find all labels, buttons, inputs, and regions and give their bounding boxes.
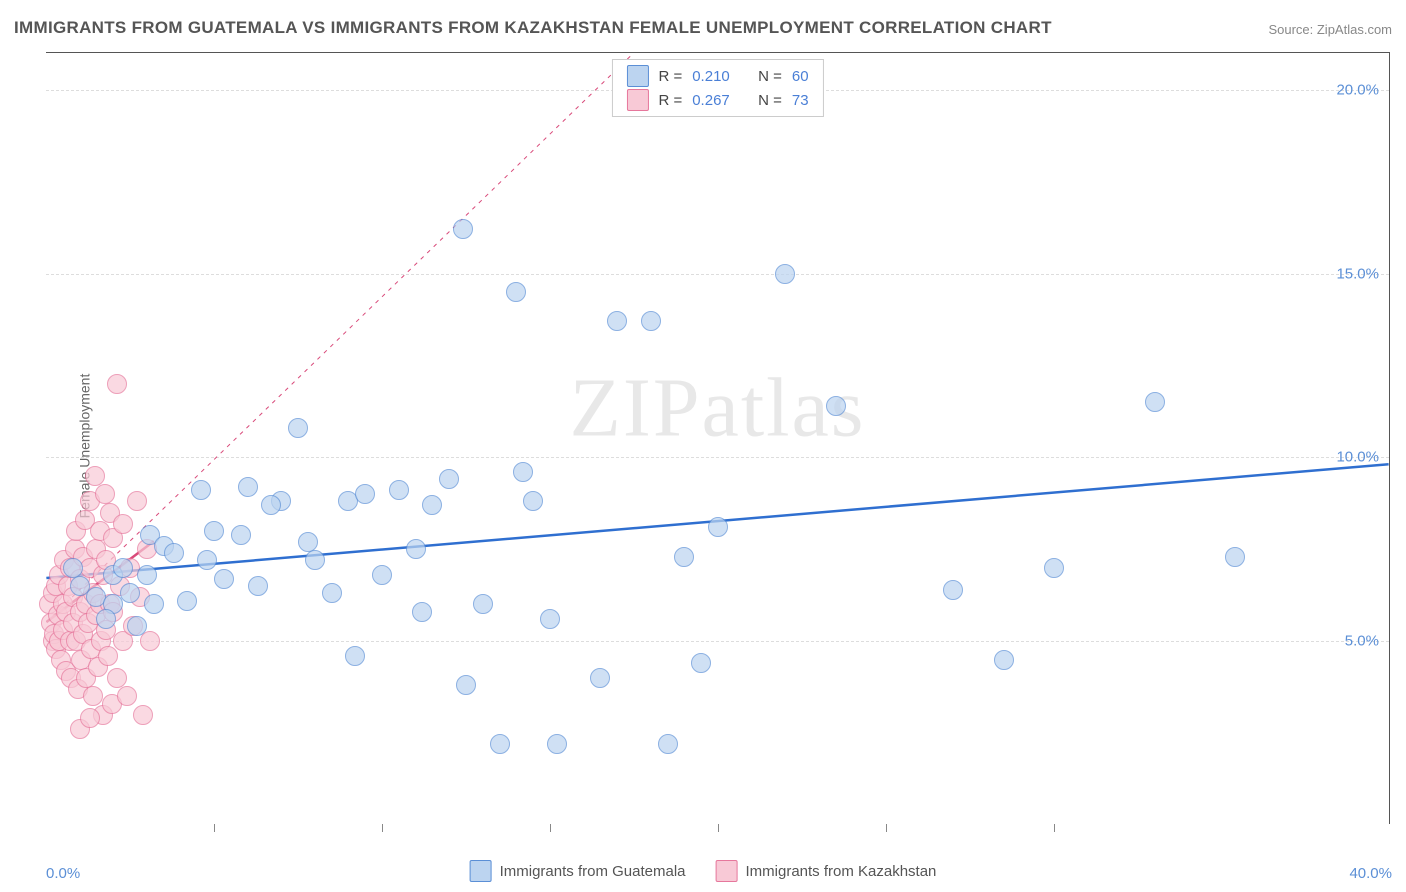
scatter-point-guatemala [113, 558, 133, 578]
scatter-point-guatemala [389, 480, 409, 500]
legend-correlation-row: R =0.210 N =60 [626, 64, 808, 88]
scatter-point-guatemala [439, 469, 459, 489]
scatter-point-kazakhstan [80, 708, 100, 728]
legend-swatch [626, 89, 648, 111]
scatter-point-guatemala [204, 521, 224, 541]
scatter-point-guatemala [456, 675, 476, 695]
scatter-point-guatemala [164, 543, 184, 563]
gridline-horizontal [46, 457, 1389, 458]
x-tick [718, 824, 719, 832]
plot-area: ZIPatlas 5.0%10.0%15.0%20.0% R =0.210 N … [46, 52, 1390, 824]
y-tick-label: 5.0% [1345, 633, 1379, 650]
scatter-point-guatemala [238, 477, 258, 497]
scatter-point-guatemala [412, 602, 432, 622]
legend-swatch [470, 860, 492, 882]
scatter-point-guatemala [144, 594, 164, 614]
legend-correlation-row: R =0.267 N =73 [626, 88, 808, 112]
scatter-point-guatemala [372, 565, 392, 585]
scatter-point-kazakhstan [95, 484, 115, 504]
legend-series-item: Immigrants from Kazakhstan [715, 860, 936, 882]
y-tick-label: 10.0% [1336, 449, 1379, 466]
x-tick [1054, 824, 1055, 832]
scatter-point-guatemala [177, 591, 197, 611]
scatter-point-guatemala [1145, 392, 1165, 412]
scatter-point-guatemala [473, 594, 493, 614]
legend-swatch [715, 860, 737, 882]
scatter-point-guatemala [214, 569, 234, 589]
scatter-point-kazakhstan [127, 491, 147, 511]
scatter-point-guatemala [127, 616, 147, 636]
x-origin-label: 0.0% [46, 865, 80, 882]
trend-lines [46, 53, 1389, 824]
scatter-point-guatemala [523, 491, 543, 511]
scatter-point-guatemala [406, 539, 426, 559]
scatter-point-guatemala [298, 532, 318, 552]
scatter-point-guatemala [422, 495, 442, 515]
scatter-point-guatemala [231, 525, 251, 545]
legend-series-label: Immigrants from Guatemala [500, 863, 686, 880]
scatter-point-guatemala [658, 734, 678, 754]
scatter-point-guatemala [248, 576, 268, 596]
x-tick [214, 824, 215, 832]
legend-series: Immigrants from Guatemala Immigrants from… [470, 860, 937, 882]
scatter-point-kazakhstan [113, 514, 133, 534]
scatter-point-guatemala [120, 583, 140, 603]
plot-inner: 5.0% 10.0% 15.0% 20.0% [46, 53, 1389, 824]
x-max-label: 40.0% [1349, 865, 1392, 882]
scatter-point-guatemala [137, 565, 157, 585]
legend-series-label: Immigrants from Kazakhstan [745, 863, 936, 880]
scatter-point-guatemala [674, 547, 694, 567]
y-tick-label: 15.0% [1336, 265, 1379, 282]
scatter-point-guatemala [708, 517, 728, 537]
scatter-point-guatemala [96, 609, 116, 629]
scatter-point-guatemala [1225, 547, 1245, 567]
legend-series-item: Immigrants from Guatemala [470, 860, 686, 882]
scatter-point-guatemala [63, 558, 83, 578]
scatter-point-guatemala [547, 734, 567, 754]
scatter-point-kazakhstan [107, 374, 127, 394]
scatter-point-kazakhstan [117, 686, 137, 706]
scatter-point-kazakhstan [98, 646, 118, 666]
scatter-point-guatemala [513, 462, 533, 482]
legend-swatch [626, 65, 648, 87]
chart-title: IMMIGRANTS FROM GUATEMALA VS IMMIGRANTS … [14, 18, 1052, 38]
scatter-point-guatemala [490, 734, 510, 754]
scatter-point-guatemala [506, 282, 526, 302]
scatter-point-guatemala [1044, 558, 1064, 578]
scatter-point-guatemala [191, 480, 211, 500]
scatter-point-kazakhstan [133, 705, 153, 725]
scatter-point-guatemala [305, 550, 325, 570]
scatter-point-guatemala [641, 311, 661, 331]
source-label: Source: ZipAtlas.com [1268, 22, 1392, 37]
scatter-point-guatemala [197, 550, 217, 570]
scatter-point-guatemala [994, 650, 1014, 670]
scatter-point-guatemala [540, 609, 560, 629]
scatter-point-kazakhstan [107, 668, 127, 688]
legend-correlation: R =0.210 N =60R =0.267 N =73 [611, 59, 823, 117]
scatter-point-guatemala [691, 653, 711, 673]
scatter-point-kazakhstan [85, 466, 105, 486]
scatter-point-guatemala [590, 668, 610, 688]
scatter-point-guatemala [607, 311, 627, 331]
x-tick [886, 824, 887, 832]
scatter-point-guatemala [288, 418, 308, 438]
scatter-point-guatemala [943, 580, 963, 600]
scatter-point-guatemala [322, 583, 342, 603]
x-tick [382, 824, 383, 832]
scatter-point-guatemala [826, 396, 846, 416]
scatter-point-guatemala [775, 264, 795, 284]
x-tick [550, 824, 551, 832]
scatter-point-kazakhstan [140, 631, 160, 651]
scatter-point-kazakhstan [83, 686, 103, 706]
gridline-horizontal [46, 274, 1389, 275]
y-tick-label: 20.0% [1336, 81, 1379, 98]
scatter-point-guatemala [261, 495, 281, 515]
scatter-point-guatemala [453, 219, 473, 239]
scatter-point-guatemala [355, 484, 375, 504]
scatter-point-guatemala [345, 646, 365, 666]
gridline-horizontal [46, 641, 1389, 642]
